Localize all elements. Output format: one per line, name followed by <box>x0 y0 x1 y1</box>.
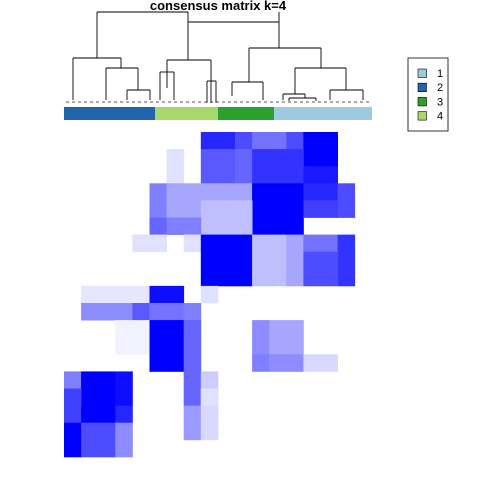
heatmap-cell <box>303 183 338 201</box>
heatmap-cell <box>252 183 304 235</box>
heatmap-cell <box>252 354 270 372</box>
legend-label-3: 3 <box>437 96 443 108</box>
annotation-segment-cluster-2 <box>64 107 155 120</box>
chart-title: consensus matrix k=4 <box>150 0 287 13</box>
heatmap-cell <box>252 149 304 184</box>
legend-label-2: 2 <box>437 82 443 94</box>
heatmap-cell <box>115 423 133 458</box>
heatmap-cell <box>201 200 253 235</box>
legend-swatch-1 <box>418 69 427 78</box>
legend-swatch-4 <box>418 112 427 121</box>
heatmap-cell <box>201 406 219 441</box>
heatmap-cell <box>286 132 304 150</box>
heatmap-cell <box>81 371 116 406</box>
heatmap-cell <box>115 303 133 321</box>
heatmap-cell <box>115 320 150 355</box>
heatmap-cell <box>303 354 338 372</box>
legend-swatch-2 <box>418 83 427 92</box>
heatmap-cell <box>286 235 304 287</box>
cluster-legend: 1 2 3 4 <box>408 58 448 131</box>
heatmap-cell <box>150 320 185 372</box>
legend-swatch-3 <box>418 97 427 106</box>
heatmap-cell <box>64 389 82 424</box>
heatmap-cell <box>184 406 202 441</box>
heatmap-cell <box>81 406 116 424</box>
heatmap-cell <box>252 235 287 287</box>
heatmap-cell <box>150 183 168 218</box>
heatmap-cell <box>115 406 133 424</box>
column-dendrogram <box>66 12 372 103</box>
heatmap-cell <box>235 132 253 150</box>
heatmap-cell <box>115 286 150 304</box>
heatmap-cell <box>184 320 202 372</box>
heatmap-cell <box>150 303 185 321</box>
consensus-matrix <box>64 132 355 457</box>
legend-label-1: 1 <box>437 68 443 80</box>
heatmap-cell <box>269 320 304 355</box>
heatmap-cell <box>64 423 82 458</box>
heatmap-cell <box>167 218 202 236</box>
heatmap-cell <box>64 371 82 389</box>
heatmap-cell <box>201 149 236 184</box>
heatmap-cell <box>303 252 338 287</box>
heatmap-cell <box>132 303 150 321</box>
heatmap-cell <box>201 286 219 304</box>
heatmap-cell <box>81 286 116 304</box>
heatmap-cell <box>150 286 185 304</box>
heatmap-cell <box>201 132 236 150</box>
heatmap-cell <box>303 235 338 253</box>
heatmap-cell <box>184 303 202 321</box>
legend-label-4: 4 <box>437 111 443 123</box>
heatmap-cell <box>167 149 185 184</box>
cluster-annotation-bar <box>64 107 372 120</box>
heatmap-cell <box>201 389 219 407</box>
heatmap-cell <box>150 218 168 236</box>
heatmap-cell <box>338 183 356 218</box>
heatmap-cell <box>235 149 253 184</box>
heatmap-cell <box>132 235 150 253</box>
heatmap-cell <box>338 235 356 287</box>
heatmap-cell <box>303 200 338 218</box>
heatmap-cell <box>252 320 270 355</box>
heatmap-cell <box>252 132 287 150</box>
heatmap-cell <box>303 166 338 184</box>
annotation-segment-cluster-3 <box>218 107 274 120</box>
heatmap-cell <box>184 371 202 406</box>
heatmap-cell <box>81 303 116 321</box>
annotation-segment-cluster-1 <box>274 107 372 120</box>
heatmap-cell <box>201 235 253 287</box>
heatmap-cell <box>115 371 133 406</box>
heatmap-cell <box>201 183 253 201</box>
heatmap-cell <box>269 354 304 372</box>
heatmap-cell <box>81 423 116 458</box>
heatmap-cell <box>150 235 168 253</box>
heatmap-cell <box>167 183 202 218</box>
annotation-segment-cluster-4 <box>155 107 218 120</box>
heatmap-cell <box>184 235 202 253</box>
